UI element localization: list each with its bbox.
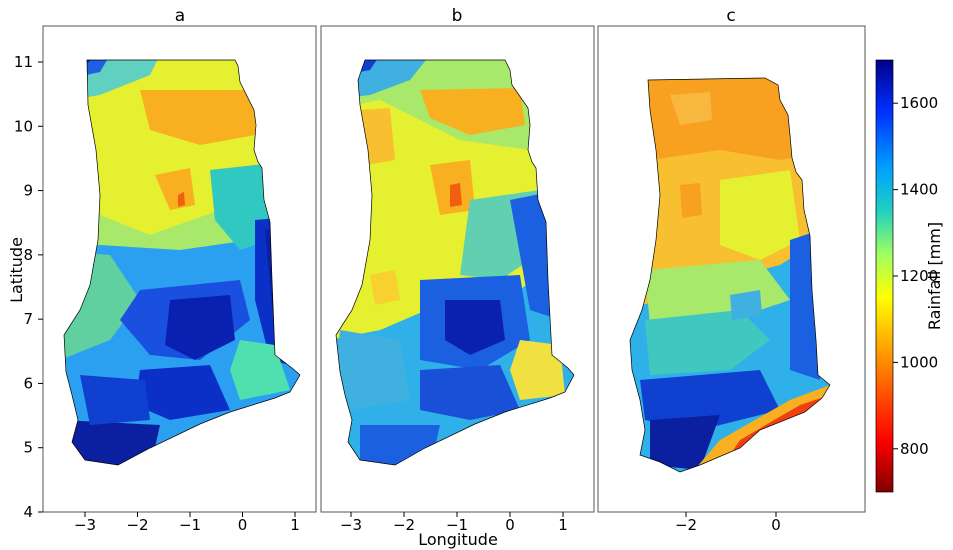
x-tick-label: −3 bbox=[74, 516, 96, 534]
x-tick-label: 1 bbox=[290, 516, 300, 534]
colorbar bbox=[875, 59, 894, 493]
colorbar-label: Rainfall [mm] bbox=[925, 222, 944, 330]
x-tick-label: 0 bbox=[505, 516, 515, 534]
panel-a-outline bbox=[63, 59, 301, 466]
colorbar-tick-label: 1200 bbox=[900, 267, 938, 285]
y-tick-label: 10 bbox=[14, 117, 33, 135]
panel-c-frame bbox=[597, 25, 866, 513]
panel-a-frame bbox=[42, 25, 317, 513]
x-tick-label: 1 bbox=[558, 516, 568, 534]
y-tick-label: 9 bbox=[23, 182, 33, 200]
colorbar-tick-label: 1000 bbox=[900, 353, 938, 371]
x-tick-label: −2 bbox=[126, 516, 148, 534]
x-tick-label: −2 bbox=[675, 516, 697, 534]
panel-b-map bbox=[336, 60, 574, 465]
panel-b-outline bbox=[335, 59, 575, 466]
y-tick-label: 11 bbox=[14, 53, 33, 71]
panel-c-title: c bbox=[726, 6, 735, 26]
colorbar-ticks: 800 1000 1200 1400 1600 bbox=[893, 94, 938, 458]
panel-b-title: b bbox=[452, 6, 463, 26]
panel-c-outline bbox=[629, 77, 831, 473]
y-tick-label: 7 bbox=[23, 310, 33, 328]
x-axis-ticks: −3 −2 −1 0 1 −3 −2 −1 0 1 −2 0 bbox=[74, 512, 781, 534]
panel-a-title: a bbox=[175, 6, 185, 26]
y-tick-label: 6 bbox=[23, 374, 33, 392]
y-axis-label: Latitude bbox=[7, 237, 26, 303]
x-tick-label: −1 bbox=[179, 516, 201, 534]
y-tick-label: 4 bbox=[23, 503, 33, 521]
y-tick-label: 5 bbox=[23, 439, 33, 457]
x-tick-label: −3 bbox=[340, 516, 362, 534]
panel-c-map bbox=[630, 78, 830, 472]
x-tick-label: 0 bbox=[238, 516, 248, 534]
y-axis-ticks: 4 5 6 7 8 9 10 11 bbox=[14, 53, 43, 521]
x-axis-label: Longitude bbox=[418, 530, 498, 549]
colorbar-tick-label: 1400 bbox=[900, 181, 938, 199]
colorbar-tick-label: 1600 bbox=[900, 94, 938, 112]
x-tick-label: −2 bbox=[393, 516, 415, 534]
x-tick-label: 0 bbox=[771, 516, 781, 534]
colorbar-tick-label: 800 bbox=[900, 440, 929, 458]
panel-a-map bbox=[64, 60, 300, 465]
x-tick-label: −1 bbox=[446, 516, 468, 534]
y-tick-label: 8 bbox=[23, 246, 33, 264]
